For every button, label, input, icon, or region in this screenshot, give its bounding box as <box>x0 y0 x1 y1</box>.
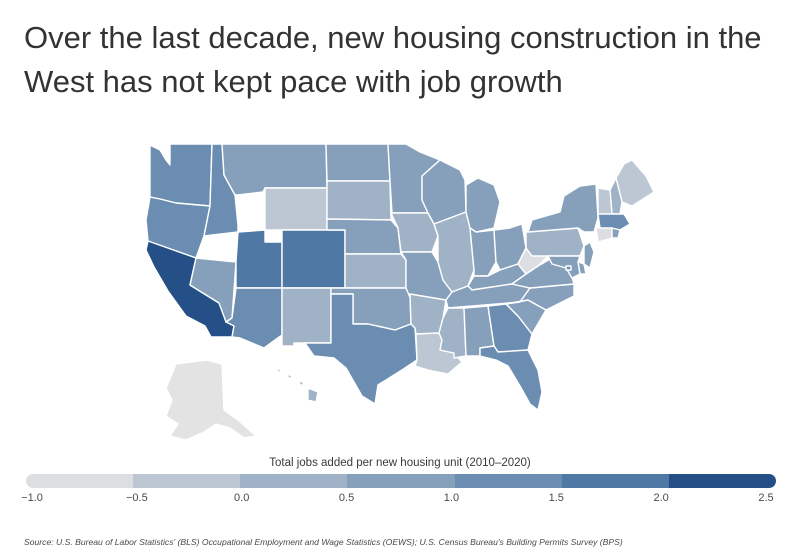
state-az <box>225 287 283 349</box>
legend-tick-label: 0.5 <box>338 492 355 504</box>
legend-tick-label: 0.0 <box>234 492 250 504</box>
state-nd <box>325 143 391 182</box>
state-ri <box>611 227 621 239</box>
legend-tick-label: −0.5 <box>125 492 148 504</box>
state-tx <box>304 293 418 405</box>
legend-swatch-2 <box>240 474 348 488</box>
legend-swatch-6 <box>668 474 776 488</box>
state-sd <box>326 180 392 221</box>
state-co <box>281 229 346 289</box>
legend-title: Total jobs added per new housing unit (2… <box>269 457 531 469</box>
state-wy <box>264 187 328 231</box>
state-nm <box>281 287 332 347</box>
state-dc <box>565 265 572 271</box>
state-ms <box>438 307 467 359</box>
state-fl <box>479 345 543 411</box>
legend-swatch-1 <box>133 474 241 488</box>
legend-color-bar <box>26 474 776 488</box>
state-vt <box>597 187 613 217</box>
legend-tick-labels: −1.0 −0.5 0.0 0.5 1.0 1.5 2.0 2.5 <box>0 492 800 506</box>
legend-swatch-0 <box>26 474 134 488</box>
state-hi <box>275 367 319 403</box>
legend-tick-label: 2.5 <box>758 492 774 504</box>
legend-tick-label: 1.5 <box>548 492 564 504</box>
state-ut <box>235 229 283 289</box>
legend-tick-label: −1.0 <box>21 492 43 504</box>
state-md <box>547 255 581 279</box>
state-me <box>615 159 655 207</box>
legend-swatch-3 <box>347 474 455 488</box>
state-ny <box>527 183 599 233</box>
legend-swatch-4 <box>454 474 562 488</box>
legend-tick-label: 1.0 <box>443 492 460 504</box>
chart-title: Over the last decade, new housing constr… <box>24 20 762 99</box>
source-note: Source: U.S. Bureau of Labor Statistics'… <box>24 537 623 547</box>
state-mi <box>465 177 501 233</box>
legend-tick-label: 2.0 <box>653 492 669 504</box>
state-wa <box>149 143 213 207</box>
state-ak <box>165 359 257 441</box>
state-pa <box>525 227 585 257</box>
state-nj <box>583 241 595 269</box>
legend-swatch-5 <box>561 474 669 488</box>
state-ct <box>595 227 613 243</box>
state-in <box>469 227 497 277</box>
state-ks <box>344 253 407 289</box>
